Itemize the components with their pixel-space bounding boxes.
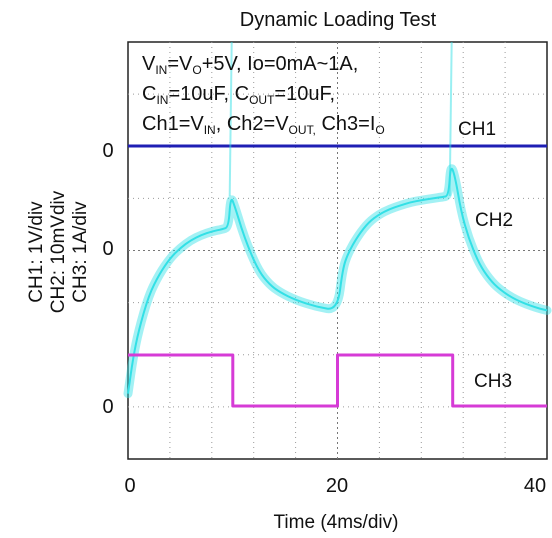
condition-line-1: VIN=VO+5V, Io=0mA~1A, bbox=[142, 53, 358, 77]
x-tick-0: 0 bbox=[124, 475, 135, 497]
condition-line-2: CIN=10uF, COUT=10uF, bbox=[142, 83, 335, 107]
chart-title: Dynamic Loading Test bbox=[240, 9, 437, 31]
series-layer bbox=[123, 41, 552, 408]
channel-label-ch1: CH1 bbox=[458, 119, 496, 140]
ground-marker-ch1: 0 bbox=[102, 140, 113, 162]
x-tick-40: 40 bbox=[524, 475, 546, 497]
series-ch2-trace bbox=[127, 167, 548, 394]
channel-label-ch2: CH2 bbox=[475, 210, 513, 231]
ground-marker-ch3: 0 bbox=[102, 396, 113, 418]
condition-line-3: Ch1=VIN, Ch2=VOUT, Ch3=IO bbox=[142, 113, 385, 137]
ground-marker-ch2: 0 bbox=[102, 238, 113, 260]
x-axis-label: Time (4ms/div) bbox=[274, 512, 399, 533]
y-axis-label-ch1: CH1: 1V/div bbox=[26, 201, 47, 303]
x-tick-20: 20 bbox=[326, 475, 348, 497]
channel-label-ch3: CH3 bbox=[474, 371, 512, 392]
y-axis-label-ch2: CH2: 10mVdiv bbox=[48, 190, 69, 313]
y-axis-label-ch3: CH3: 1A/div bbox=[70, 201, 91, 303]
series-ch3-trace bbox=[128, 353, 547, 408]
series-ch2-spike bbox=[228, 41, 233, 197]
